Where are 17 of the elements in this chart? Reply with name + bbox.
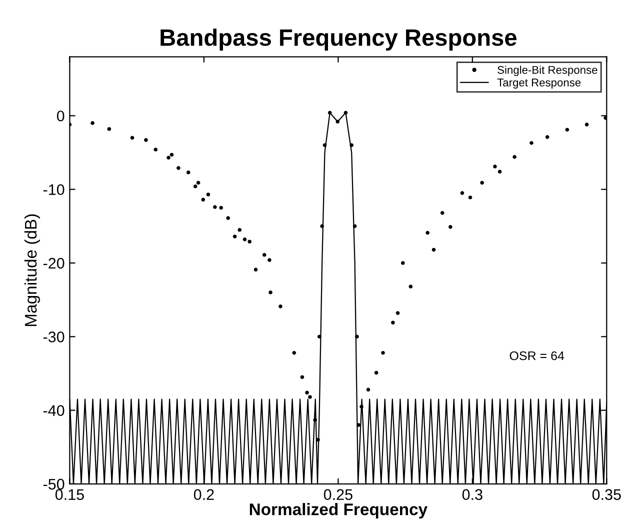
legend-label: Target Response [497,78,581,89]
y-tick-label: -50 [43,478,64,490]
x-axis-title: Normalized Frequency [250,503,428,519]
chart-title: Bandpass Frequency Response [160,28,516,51]
y-tick-label: -30 [43,332,64,342]
x-tick-label: 0.2 [194,489,214,500]
x-tick-label: 0.25 [324,489,352,500]
y-tick-label: -20 [43,258,64,269]
y-tick-label: 0 [56,110,64,122]
y-axis-title: Magnitude (dB) [24,214,40,326]
x-tick-label: 0.15 [55,489,84,500]
y-tick-label: -10 [43,184,64,196]
y-tick-label: -40 [43,405,64,416]
x-tick-label: 0.35 [592,489,621,500]
legend-label: Single-Bit Response [498,66,598,76]
annotation: OSR = 64 [510,351,564,360]
x-tick-label: 0.3 [462,489,482,500]
